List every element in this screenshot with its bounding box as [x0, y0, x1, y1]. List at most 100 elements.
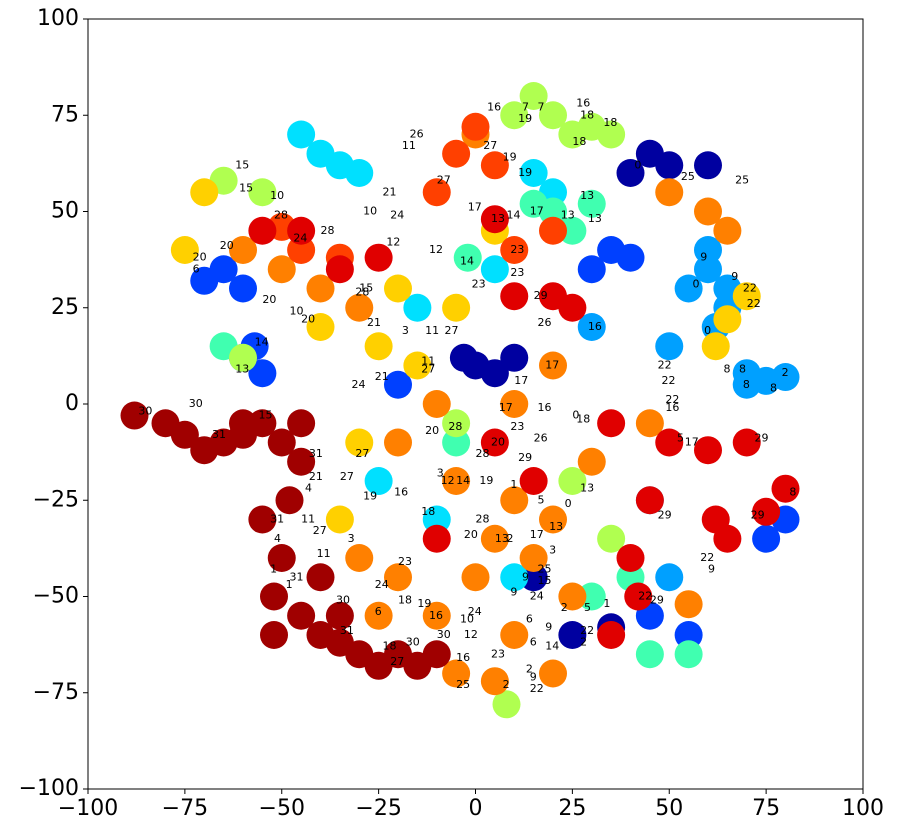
annotation: 24 — [468, 605, 482, 618]
point — [442, 293, 471, 322]
annotation: 19 — [503, 151, 517, 164]
annotation: 8 — [739, 362, 746, 375]
y-tick-label: 50 — [51, 199, 79, 224]
annotation: 20 — [220, 239, 234, 252]
annotation: 29 — [658, 509, 672, 522]
annotation: 10 — [363, 205, 377, 218]
annotation: 16 — [394, 486, 408, 499]
annotation: 11 — [301, 513, 315, 526]
annotation: 1 — [603, 597, 610, 610]
annotation: 23 — [510, 243, 524, 256]
annotation: 26 — [538, 316, 552, 329]
point — [732, 282, 761, 311]
point — [539, 216, 567, 245]
point — [771, 474, 800, 503]
point — [190, 178, 219, 207]
x-tick-label: −50 — [259, 796, 305, 821]
annotation: 3 — [348, 532, 355, 545]
point — [500, 343, 529, 372]
point — [248, 178, 277, 207]
point — [752, 524, 781, 553]
annotation: 19 — [479, 474, 493, 487]
point — [577, 447, 606, 476]
point — [287, 409, 316, 438]
annotation: 22 — [530, 682, 544, 695]
point — [519, 563, 548, 592]
point — [442, 659, 471, 688]
annotation: 8 — [770, 382, 777, 395]
point — [500, 282, 529, 311]
point — [616, 544, 645, 572]
annotation: 13 — [495, 532, 509, 545]
annotation: 1 — [286, 578, 293, 591]
point — [345, 293, 374, 322]
annotation: 29 — [534, 289, 548, 302]
point — [422, 640, 451, 669]
point — [364, 467, 393, 495]
point — [287, 236, 316, 264]
annotation: 3 — [437, 466, 444, 479]
annotation: 27 — [445, 324, 459, 337]
point — [597, 120, 626, 149]
annotation: 6 — [375, 605, 382, 618]
point — [713, 524, 742, 553]
annotation: 21 — [367, 316, 381, 329]
annotation: 19 — [518, 112, 532, 125]
annotation: 4 — [274, 532, 281, 545]
annotation: 15 — [259, 409, 273, 422]
annotation: 30 — [437, 628, 451, 641]
point — [170, 236, 199, 264]
annotation: 31 — [309, 447, 323, 460]
annotation: 18 — [572, 135, 586, 148]
annotation: 18 — [603, 116, 617, 129]
annotation: 21 — [375, 370, 389, 383]
annotation: 19 — [417, 597, 431, 610]
annotation: 27 — [483, 139, 497, 152]
point — [597, 621, 626, 649]
annotation: 13 — [588, 212, 602, 225]
point — [287, 216, 316, 245]
point — [655, 332, 684, 361]
point — [480, 524, 509, 553]
point — [287, 120, 316, 149]
annotation: 1 — [270, 563, 277, 576]
point — [597, 524, 626, 553]
annotation: 8 — [724, 362, 731, 375]
annotation: 9 — [510, 586, 517, 599]
annotation: 23 — [510, 266, 524, 279]
point — [674, 640, 703, 669]
point — [577, 313, 606, 341]
annotation: 7 — [522, 101, 529, 114]
point — [558, 621, 587, 649]
annotation: 29 — [751, 509, 765, 522]
x-tick-label: 25 — [558, 796, 586, 821]
point — [325, 151, 354, 180]
point — [713, 305, 742, 334]
point — [384, 563, 412, 592]
annotation: 6 — [526, 613, 533, 626]
point — [674, 590, 703, 619]
point — [635, 486, 664, 515]
point — [229, 274, 257, 303]
point — [229, 343, 257, 372]
annotation: 27 — [421, 362, 435, 375]
point — [260, 621, 288, 649]
annotation: 20 — [464, 528, 478, 541]
annotation: 16 — [456, 651, 470, 664]
annotation: 15 — [235, 158, 249, 171]
point — [480, 428, 509, 457]
point — [577, 255, 606, 284]
annotation: 28 — [476, 447, 490, 460]
annotation: 9 — [700, 251, 707, 264]
point — [500, 486, 529, 515]
point — [492, 690, 521, 719]
point — [539, 101, 567, 130]
point — [480, 667, 509, 696]
point — [480, 255, 509, 284]
point — [364, 332, 393, 361]
point — [461, 112, 490, 141]
point — [267, 428, 296, 457]
point — [655, 563, 684, 592]
point — [539, 505, 567, 534]
point — [500, 563, 529, 592]
